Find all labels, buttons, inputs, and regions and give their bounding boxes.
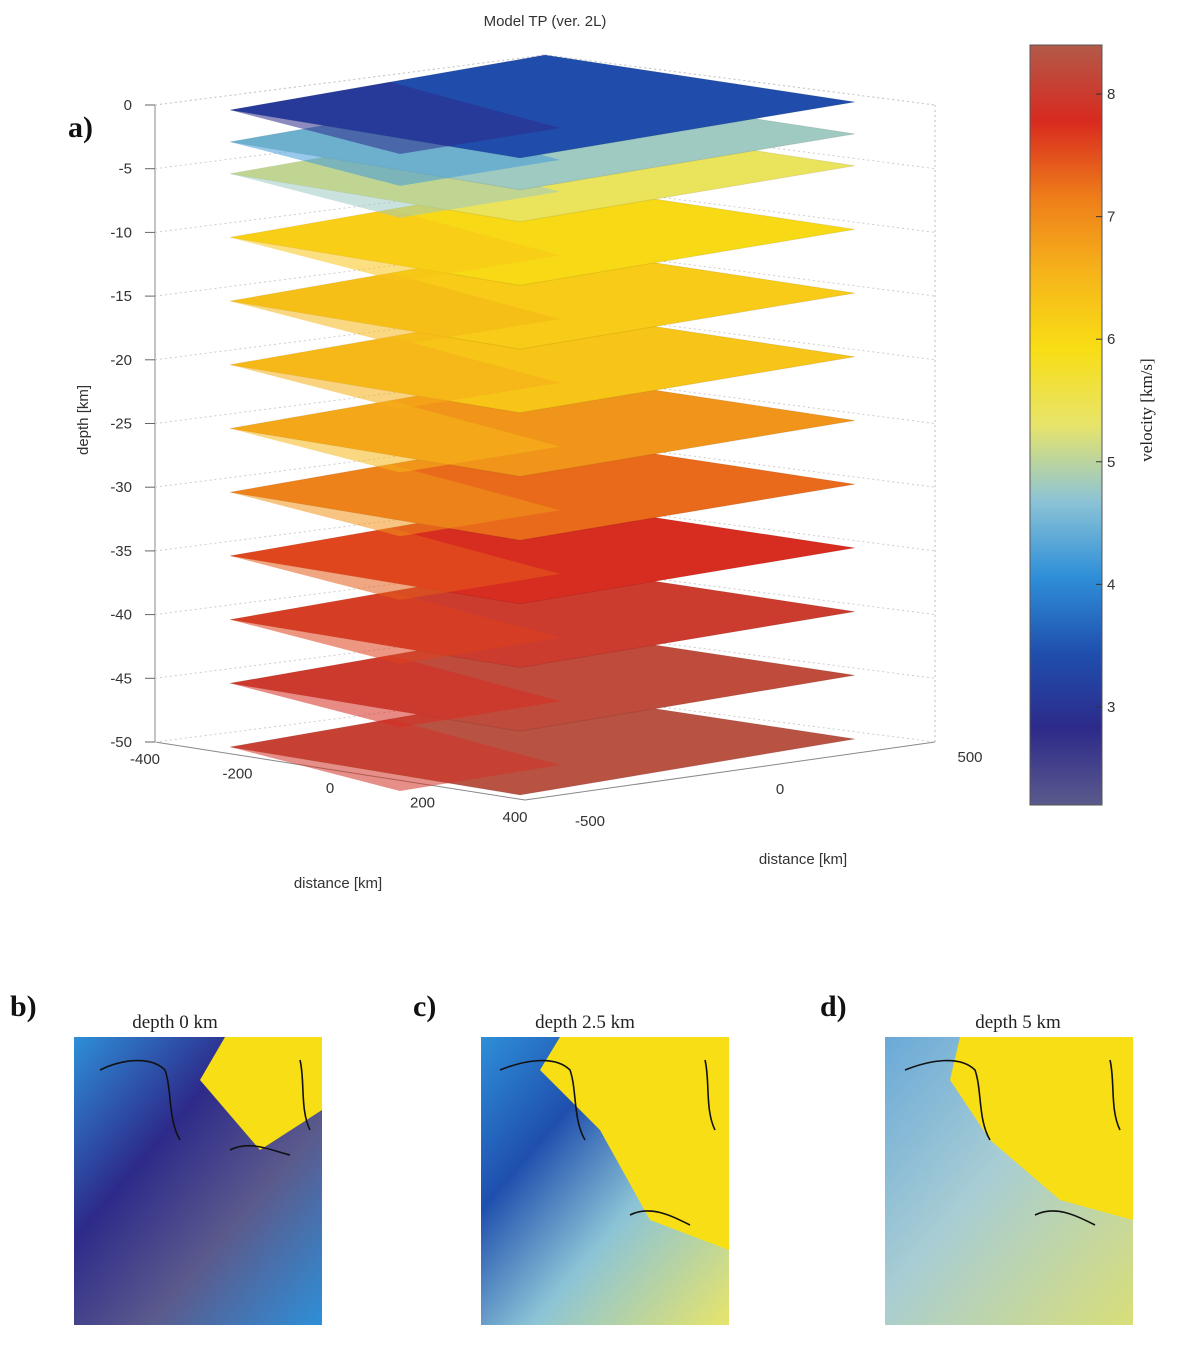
colorbar-tick-label: 6: [1107, 331, 1115, 348]
y-axis-label: distance [km]: [759, 851, 847, 868]
panel-d-letter: d): [820, 990, 847, 1023]
depth-gridline: [154, 627, 546, 679]
depth-tick-label: -30: [110, 479, 132, 496]
y-tick-label: -500: [575, 813, 605, 830]
x-axis-label: distance [km]: [294, 875, 382, 892]
depth-tick-label: -35: [110, 543, 132, 560]
panel-a-letter: a): [68, 111, 93, 144]
depth-gridline: [154, 309, 546, 361]
depth-gridline: [154, 373, 546, 424]
colorbar-label: velocity [km/s]: [1137, 358, 1156, 461]
panel-a-title: Model TP (ver. 2L): [484, 13, 607, 30]
distance-y-ticks: -500 0 500: [575, 749, 983, 830]
x-tick-label: -400: [130, 751, 160, 768]
x-tick-label: -200: [222, 766, 252, 783]
x-tick-label: 200: [410, 795, 435, 812]
velocity-slice-variation: [230, 336, 560, 409]
velocity-slice-variation: [230, 82, 560, 154]
depth-gridline: [154, 500, 546, 552]
colorbar-ticks: 3 4 5 6 7 8: [1096, 86, 1115, 716]
depth-gridline: [154, 245, 546, 297]
panel-c-title: depth 2.5 km: [535, 1012, 635, 1033]
velocity-slices: [229, 54, 856, 796]
colorbar-tick-label: 3: [1107, 699, 1115, 716]
depth-tick-label: -45: [110, 670, 132, 687]
colorbar-tick-label: 7: [1107, 209, 1115, 226]
depth-gridline: [154, 436, 546, 488]
panel-d-coastline: [904, 1059, 1121, 1226]
panel-b-coastline: [99, 1059, 311, 1156]
panel-d-yellow-region: [950, 1037, 1133, 1220]
panel-d-title: depth 5 km: [975, 1012, 1061, 1033]
x-tick-label: 400: [502, 809, 527, 826]
velocity-slice-variation: [230, 400, 560, 473]
panel-d: d) depth 5 km: [820, 990, 1133, 1325]
depth-gridline: [154, 564, 546, 616]
panel-c: c) depth 2.5 km: [413, 990, 729, 1325]
depth-tick-label: -50: [110, 734, 132, 751]
depth-tick-label: 0: [124, 97, 132, 114]
velocity-slice-variation: [230, 273, 560, 346]
depth-tick-label: -15: [110, 288, 132, 305]
velocity-slice-variation: [230, 464, 560, 537]
depth-gridline: [544, 54, 936, 106]
panel-c-yellow-region: [540, 1037, 729, 1250]
panel-c-letter: c): [413, 990, 436, 1023]
panel-b-title: depth 0 km: [132, 1012, 218, 1033]
panel-b: b) depth 0 km: [10, 990, 322, 1325]
depth-tick-label: -20: [110, 352, 132, 369]
colorbar-tick-label: 5: [1107, 454, 1115, 471]
depth-gridline: [154, 181, 546, 233]
colorbar-gradient: [1029, 44, 1103, 806]
colorbar-tick-label: 8: [1107, 86, 1115, 103]
velocity-slice-variation: [230, 209, 560, 282]
depth-gridline: [154, 691, 546, 743]
depth-tick-label: -5: [119, 161, 132, 178]
depth-axis-label: depth [km]: [75, 385, 92, 455]
depth-tick-label: -10: [110, 224, 132, 241]
depth-ticks: 0 -5 -10 -15 -20 -25 -30 -35 -40 -45 -50: [110, 97, 155, 751]
colorbar-tick-label: 4: [1107, 576, 1115, 593]
velocity-slice-variation: [230, 527, 560, 600]
distance-x-ticks: -400 -200 0 200 400: [130, 751, 528, 826]
velocity-slice-variation: [230, 655, 560, 728]
panel-b-letter: b): [10, 990, 37, 1023]
x-tick-label: 0: [326, 780, 334, 797]
depth-tick-label: -25: [110, 416, 132, 433]
depth-tick-label: -40: [110, 607, 132, 624]
y-tick-label: 500: [957, 749, 982, 766]
velocity-slice-variation: [230, 719, 560, 791]
velocity-slice-variation: [230, 591, 560, 664]
depth-gridline: [154, 54, 546, 106]
y-tick-label: 0: [776, 781, 784, 798]
panel-b-yellow-region: [200, 1037, 322, 1150]
panel-c-coastline: [499, 1059, 716, 1226]
colorbar: 3 4 5 6 7 8 velocity [km/s]: [1029, 44, 1156, 806]
